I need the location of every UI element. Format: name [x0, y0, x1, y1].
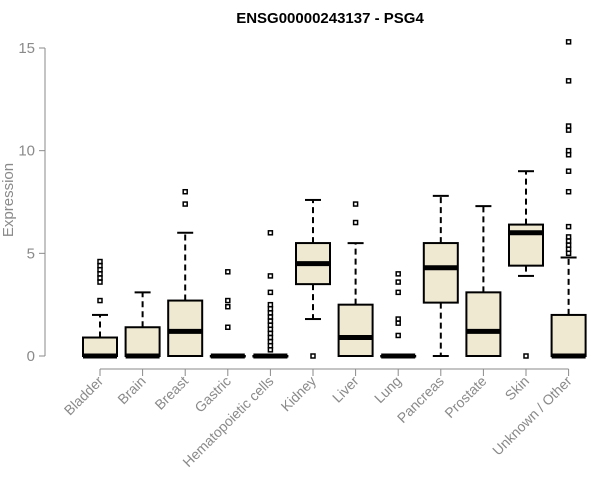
outlier-point: [395, 279, 401, 285]
x-tick-label: Gastric: [191, 373, 234, 416]
outlier-point: [565, 168, 572, 174]
x-tick-label: Kidney: [278, 373, 320, 415]
outlier-point: [565, 234, 572, 240]
box-unknown-other: [550, 39, 587, 359]
x-tick-label: Liver: [329, 373, 362, 406]
x-tick-label: Prostate: [441, 373, 489, 421]
box-iqr: [550, 313, 587, 357]
outlier-point: [565, 147, 572, 154]
outlier-point: [352, 219, 359, 226]
box-bladder: [82, 258, 118, 359]
box-kidney: [295, 198, 331, 359]
outlier-point: [395, 271, 401, 277]
y-axis: 0 5 10 15: [18, 40, 46, 365]
outlier-point: [267, 289, 274, 296]
x-tick-label: Unknown / Other: [489, 373, 575, 459]
outlier-point: [565, 39, 572, 45]
x-tick-label: Skin: [502, 373, 533, 404]
outlier-point: [267, 273, 274, 279]
outlier-point: [182, 201, 188, 207]
y-tick-label: 10: [18, 143, 35, 160]
outlier-point: [565, 223, 572, 230]
outlier-point: [395, 289, 401, 296]
outlier-point: [523, 353, 529, 359]
outlier-point: [395, 332, 401, 339]
box-breast: [167, 188, 204, 357]
box-iqr: [82, 336, 118, 357]
x-tick-label: Bladder: [61, 373, 107, 419]
outlier-point: [182, 188, 188, 195]
box-lung: [380, 271, 417, 359]
outlier-point: [225, 324, 231, 331]
box-iqr: [124, 326, 161, 357]
outlier-point: [565, 123, 572, 129]
box-pancreas: [422, 194, 459, 357]
y-tick-label: 0: [27, 348, 35, 365]
outlier-point: [97, 258, 103, 265]
outlier-point: [225, 269, 231, 275]
x-tick-label: Brain: [114, 373, 148, 407]
y-tick-label: 5: [27, 245, 35, 262]
box-hematopoietic-cells: [252, 230, 289, 359]
outlier-point: [565, 188, 572, 195]
y-axis-label: Expression: [0, 163, 17, 237]
x-tick-label: Breast: [151, 373, 191, 413]
outlier-point: [267, 301, 274, 308]
outlier-point: [225, 303, 231, 310]
box-gastric: [209, 269, 246, 359]
y-tick-label: 15: [18, 40, 35, 57]
boxes-group: [82, 39, 587, 359]
outlier-point: [97, 297, 103, 304]
outlier-point: [352, 201, 359, 207]
chart-title: ENSG00000243137 - PSG4: [236, 10, 424, 27]
box-iqr: [337, 303, 374, 357]
box-iqr: [167, 299, 204, 357]
outlier-point: [395, 316, 401, 322]
outlier-point: [565, 78, 572, 84]
x-tick-label: Pancreas: [394, 373, 447, 426]
outlier-point: [310, 353, 316, 359]
outlier-point: [225, 297, 231, 304]
box-iqr: [465, 291, 502, 358]
box-iqr: [422, 242, 459, 304]
box-skin: [508, 170, 544, 359]
outlier-point: [267, 230, 274, 236]
box-prostate: [465, 205, 502, 358]
box-liver: [337, 201, 374, 357]
x-tick-label: Lung: [371, 373, 404, 406]
box-brain: [124, 291, 161, 359]
